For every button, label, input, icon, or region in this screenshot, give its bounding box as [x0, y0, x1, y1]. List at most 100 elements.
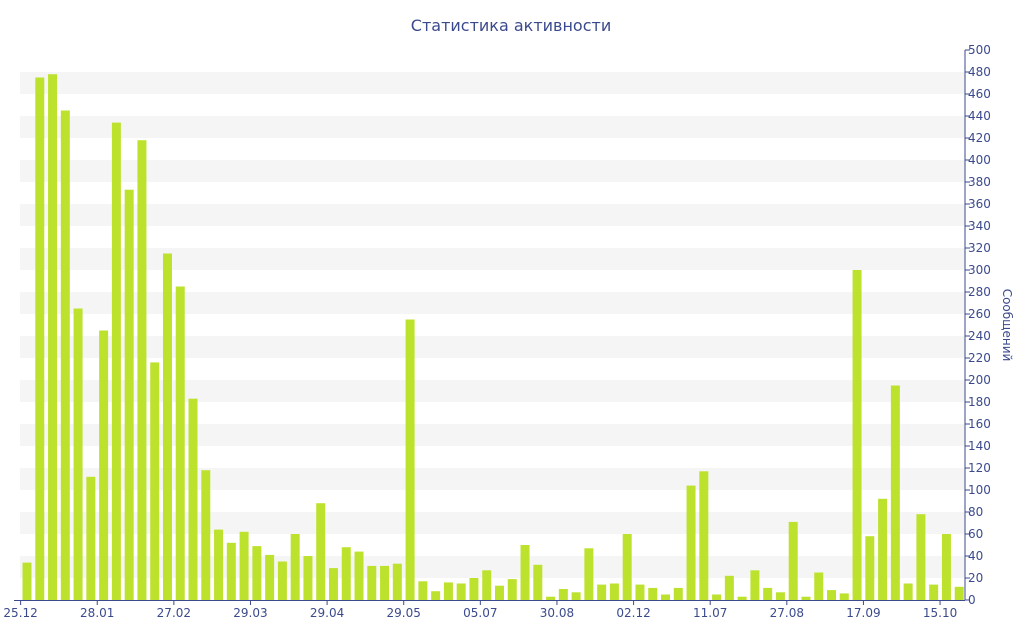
- bar: [724, 575, 734, 600]
- y-tick-label: 80: [968, 505, 983, 519]
- bar: [188, 398, 198, 600]
- bar: [341, 547, 351, 600]
- grid-band: [20, 336, 965, 358]
- bar: [418, 581, 428, 600]
- bar: [443, 582, 453, 600]
- bar: [929, 584, 939, 600]
- y-tick-label: 480: [968, 65, 991, 79]
- x-tick-label: 28.01: [80, 606, 114, 620]
- y-tick-label: 260: [968, 307, 991, 321]
- y-tick-label: 300: [968, 263, 991, 277]
- x-tick-label: 29.05: [387, 606, 421, 620]
- y-tick-label: 40: [968, 549, 983, 563]
- bar: [494, 585, 504, 600]
- y-tick-label: 220: [968, 351, 991, 365]
- bar: [635, 584, 645, 600]
- bar: [277, 561, 287, 600]
- bar: [111, 122, 121, 600]
- bar: [380, 565, 390, 600]
- bar: [712, 594, 722, 600]
- bar: [35, 77, 45, 600]
- grid-band: [20, 380, 965, 402]
- bar: [661, 594, 670, 600]
- bar: [48, 74, 58, 600]
- y-tick-label: 180: [968, 395, 991, 409]
- bar: [124, 189, 134, 600]
- y-tick-label: 400: [968, 153, 991, 167]
- bar: [788, 521, 798, 600]
- bar: [890, 385, 900, 600]
- bar: [316, 503, 326, 600]
- bar: [405, 319, 415, 600]
- y-tick-label: 60: [968, 527, 983, 541]
- x-tick-label: 27.02: [157, 606, 191, 620]
- bar: [533, 564, 543, 600]
- bar: [226, 542, 236, 600]
- bar: [214, 529, 224, 600]
- bar: [954, 586, 964, 600]
- bar: [852, 270, 862, 600]
- y-tick-label: 320: [968, 241, 991, 255]
- grid-band: [20, 292, 965, 314]
- bar: [903, 583, 913, 600]
- x-tick-label: 29.03: [233, 606, 267, 620]
- grid-band: [20, 556, 965, 578]
- bar: [827, 590, 837, 600]
- bar: [73, 308, 83, 600]
- y-tick-label: 500: [968, 43, 991, 57]
- bar: [162, 253, 172, 600]
- bar: [622, 534, 632, 600]
- x-axis: 25.12 28.01 27.02 29.03 29.04 29.05 05.07 30.08…: [3, 600, 965, 620]
- bar: [328, 568, 338, 600]
- x-tick-label: 02.12: [616, 606, 650, 620]
- grid-band: [20, 468, 965, 490]
- chart-title: Статистика активности: [411, 16, 611, 35]
- bar: [367, 565, 377, 600]
- bar: [99, 330, 109, 600]
- bar: [878, 498, 888, 600]
- x-tick-label: 25.12: [3, 606, 37, 620]
- y-tick-label: 360: [968, 197, 991, 211]
- grid-band: [20, 72, 965, 94]
- bar: [916, 514, 926, 600]
- x-tick-label: 17.09: [846, 606, 880, 620]
- bar: [597, 584, 607, 600]
- bar: [175, 286, 185, 600]
- y-tick-label: 380: [968, 175, 991, 189]
- bar: [941, 534, 951, 600]
- bar: [303, 556, 313, 600]
- grid-band: [20, 204, 965, 226]
- y-axis: 0 20 40 60 80 100 120 140 160 180 200 220 240 260 280 3…: [964, 43, 991, 607]
- bar: [673, 587, 683, 600]
- grid-bands: [20, 72, 965, 578]
- x-tick-label: 27.08: [770, 606, 804, 620]
- bar: [239, 531, 249, 600]
- grid-band: [20, 512, 965, 534]
- y-tick-label: 240: [968, 329, 991, 343]
- bar: [686, 485, 696, 600]
- x-tick-label: 05.07: [463, 606, 497, 620]
- grid-band: [20, 116, 965, 138]
- bar: [865, 536, 875, 600]
- bar: [86, 476, 96, 600]
- bar: [60, 110, 70, 600]
- bar: [648, 587, 658, 600]
- bar: [763, 587, 773, 600]
- x-tick-label: 15.10: [923, 606, 957, 620]
- bar: [482, 570, 492, 600]
- bar: [546, 596, 556, 600]
- y-tick-label: 20: [968, 571, 983, 585]
- bar: [699, 471, 709, 600]
- y-tick-label: 0: [968, 593, 976, 607]
- bar: [431, 591, 441, 600]
- y-tick-label: 200: [968, 373, 991, 387]
- y-tick-label: 440: [968, 109, 991, 123]
- bar: [750, 570, 760, 600]
- bar: [814, 572, 824, 600]
- y-tick-label: 420: [968, 131, 991, 145]
- y-tick-label: 100: [968, 483, 991, 497]
- bar: [137, 140, 147, 600]
- y-tick-label: 340: [968, 219, 991, 233]
- bar: [456, 583, 466, 600]
